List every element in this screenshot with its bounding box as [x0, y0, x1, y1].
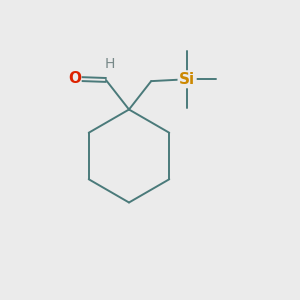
Text: H: H	[105, 57, 116, 71]
Text: O: O	[68, 71, 81, 86]
Text: Si: Si	[179, 72, 195, 87]
